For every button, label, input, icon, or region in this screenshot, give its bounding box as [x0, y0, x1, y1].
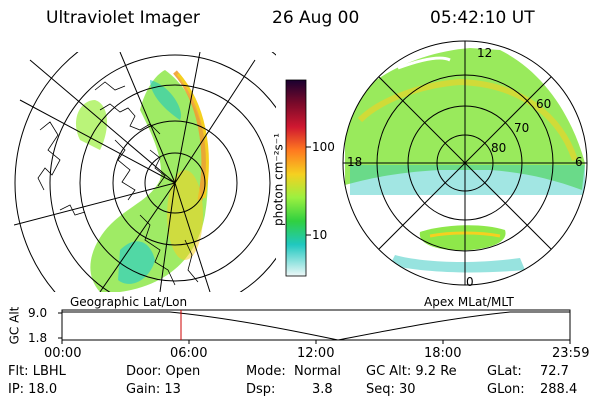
mlt-label-0: 0	[466, 275, 474, 289]
geographic-panel-label: Geographic Lat/Lon	[70, 295, 188, 309]
glat-value: 72.7	[540, 364, 569, 379]
dsp-label: Dsp:	[246, 382, 276, 397]
gain-info: Gain: 13	[126, 382, 181, 397]
altitude-axis-label: GC Alt	[7, 306, 22, 345]
date-label: 26 Aug 00	[272, 8, 360, 28]
mlat-label-70: 70	[514, 121, 530, 135]
gc-alt-info: GC Alt: 9.2 Re	[366, 364, 457, 379]
time-label: 05:42:10 UT	[430, 8, 535, 28]
time-tick-2359: 23:59	[552, 346, 590, 361]
time-tick-18: 18:00	[424, 346, 462, 361]
mode-value: Normal	[294, 364, 342, 379]
mlt-label-12: 12	[477, 46, 493, 60]
altitude-ytick-high: 9.0	[28, 306, 48, 320]
instrument-title: Ultraviolet Imager	[46, 8, 200, 28]
time-tick-12: 12:00	[297, 346, 335, 361]
mlt-label-6: 6	[575, 155, 583, 169]
mlat-label-80: 80	[491, 141, 507, 155]
glon-label: GLon:	[487, 382, 525, 397]
glat-label: GLat:	[487, 364, 522, 379]
dsp-value: 3.8	[312, 382, 333, 397]
filter-info: Flt: LBHL	[8, 364, 66, 379]
colorbar-tick-10: 10	[312, 228, 328, 242]
mode-label: Mode:	[246, 364, 286, 379]
time-tick-00: 00:00	[44, 346, 82, 361]
door-info: Door: Open	[126, 364, 201, 379]
time-tick-06: 06:00	[170, 346, 208, 361]
ip-info: IP: 18.0	[8, 382, 58, 397]
altitude-ytick-low: 1.8	[28, 331, 48, 345]
mlt-label-18: 18	[347, 155, 363, 169]
mlat-label-60: 60	[536, 97, 552, 111]
apex-panel-label: Apex MLat/MLT	[424, 295, 514, 309]
seq-info: Seq: 30	[366, 382, 416, 397]
glon-value: 288.4	[540, 382, 578, 397]
colorbar-tick-100: 100	[312, 140, 335, 154]
